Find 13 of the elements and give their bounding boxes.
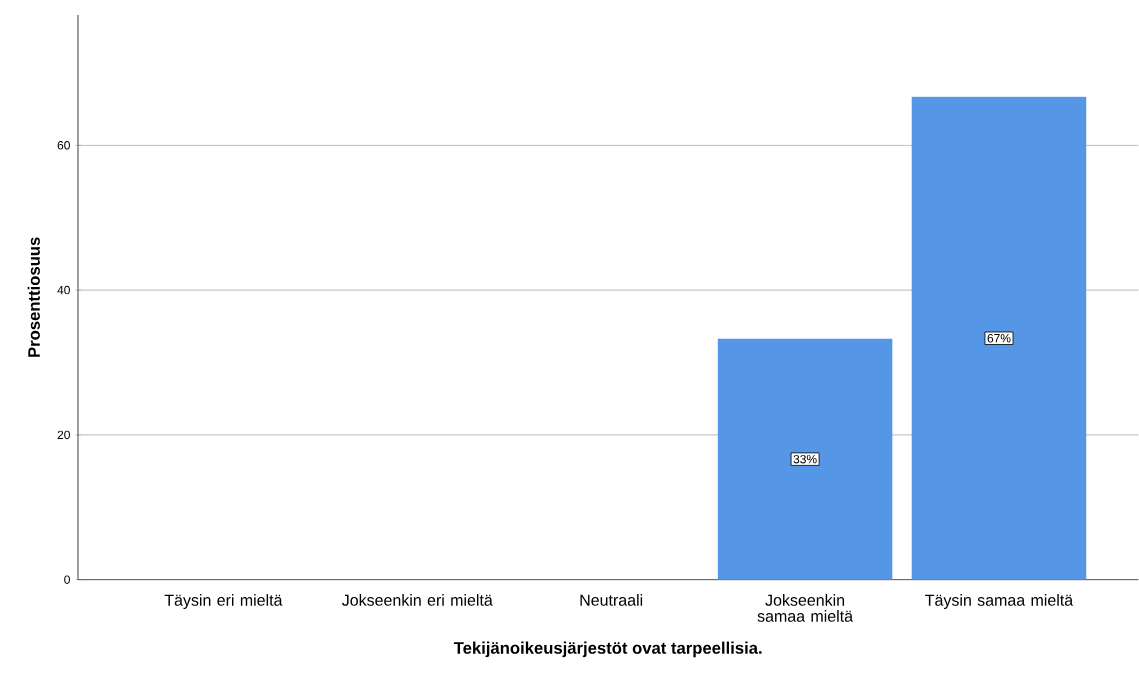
data-label: 67% bbox=[987, 334, 1011, 343]
y-tick-label: 60 bbox=[57, 141, 70, 150]
x-tick-label: Täysin eri mieltä bbox=[164, 594, 283, 610]
y-tick-label: 40 bbox=[57, 286, 70, 295]
x-tick-label: Täysin samaa mieltä bbox=[925, 594, 1074, 610]
x-tick-label: Neutraali bbox=[580, 594, 643, 606]
data-label: 33% bbox=[793, 455, 817, 464]
y-tick-label: 0 bbox=[64, 575, 70, 585]
x-tick-label: Jokseenkin eri mieltä bbox=[341, 594, 493, 606]
y-tick-label: 20 bbox=[57, 430, 70, 440]
x-axis-title: Tekijänoikeusjärjestöt ovat tarpeellisia. bbox=[453, 641, 762, 658]
x-tick-label: Jokseenkin samaa mieltä bbox=[757, 594, 854, 622]
y-axis-title: Prosenttiosuus bbox=[27, 237, 40, 358]
